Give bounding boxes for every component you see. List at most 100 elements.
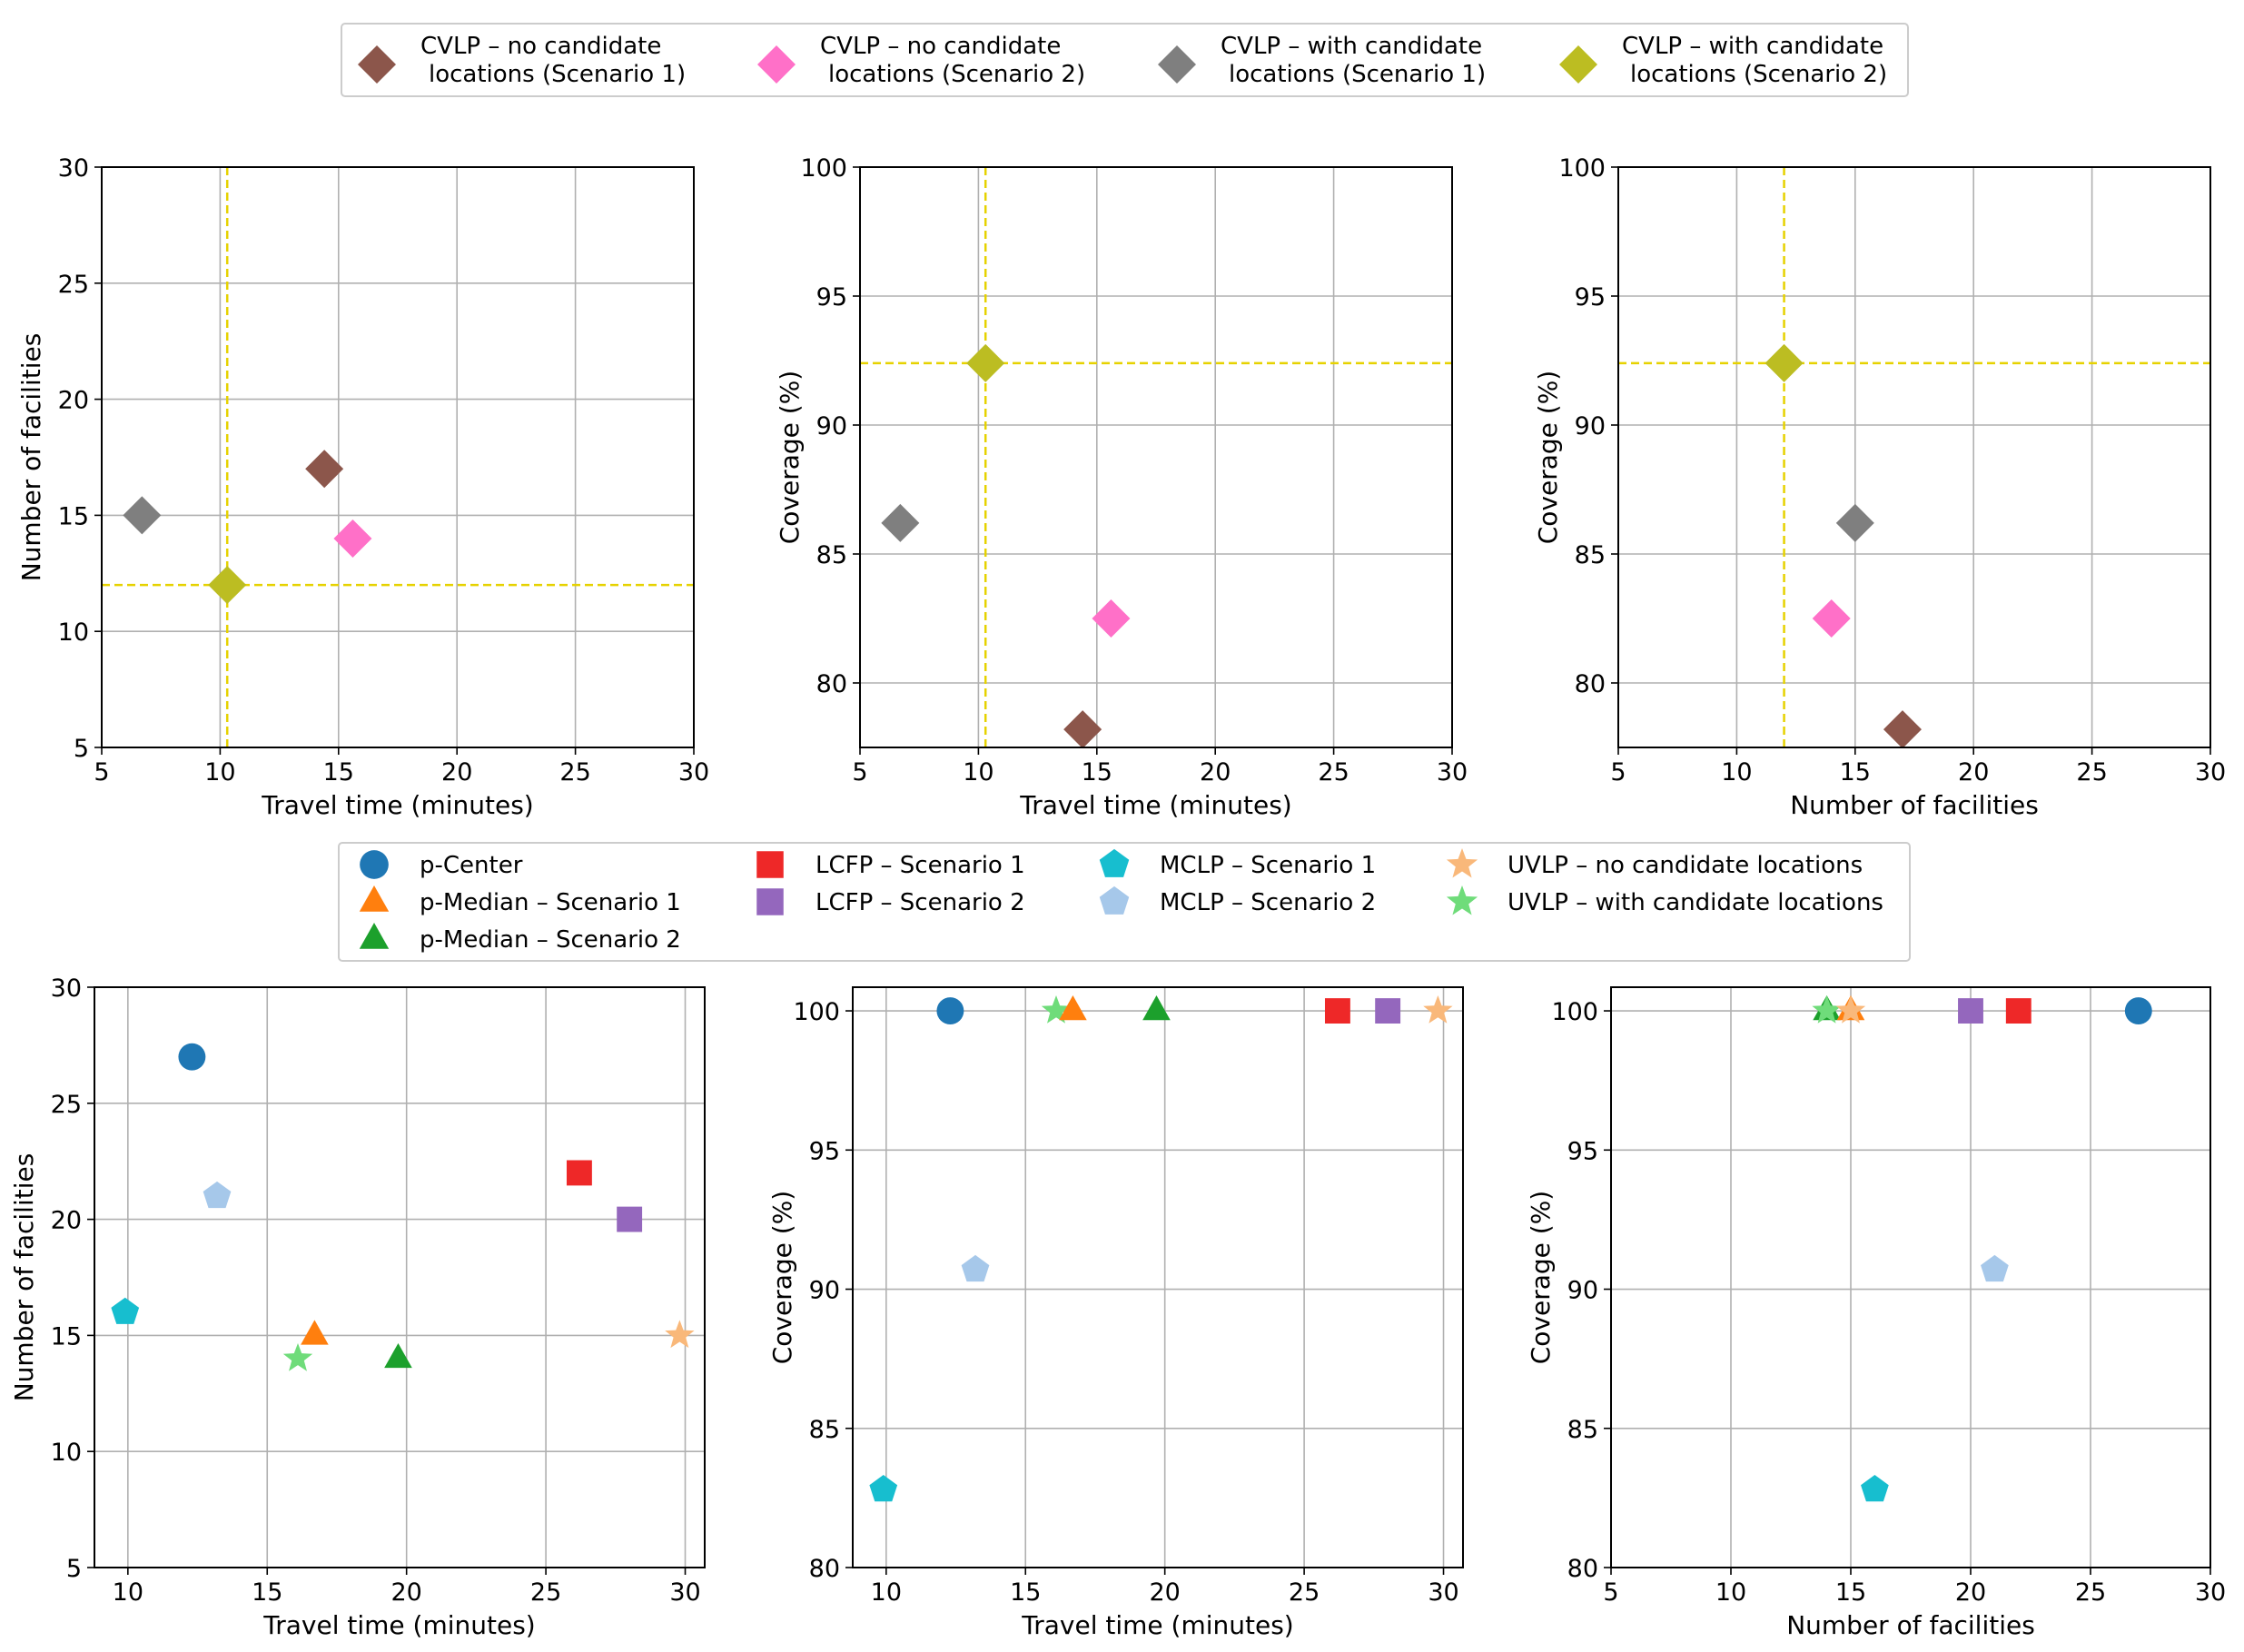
data-point-lcfp_s1 [1324,998,1350,1024]
y-tick-label: 90 [816,412,847,440]
x-axis-label: Travel time (minutes) [261,790,533,820]
data-point-lcfp_s2 [1375,998,1401,1024]
data-point-mclp_s1 [1861,1475,1889,1502]
x-tick-label: 10 [1715,1578,1746,1607]
x-tick-label: 10 [871,1578,902,1607]
legend-label-line1: CVLP – with candidate [1622,33,1883,60]
legend-bottom: p-Center p-Median – Scenario 1 p-Median – … [338,842,1911,962]
x-tick-label: 25 [2075,1578,2106,1607]
x-tick-label: 15 [1010,1578,1041,1607]
legend-label: p-Median – Scenario 2 [420,926,681,954]
x-tick-label: 20 [1149,1578,1180,1607]
y-tick-label: 85 [1575,541,1606,569]
data-point-lcfp_s1 [2005,998,2031,1024]
data-point-cvlp_nc_s2 [333,519,372,558]
data-point-cvlp_wc_s2 [1765,343,1804,382]
x-tick-label: 30 [1428,1578,1458,1607]
axes-frame [101,166,695,748]
y-tick-label: 100 [1558,154,1606,183]
y-axis-label: Coverage (%) [1533,371,1563,545]
y-tick-label: 30 [51,974,82,1003]
legend-marker-mclp_s2 [1099,885,1130,915]
legend-marker-pmedian_s1 [359,885,390,912]
x-tick-label: 30 [669,1578,700,1607]
y-axis-label: Number of facilities [9,1153,39,1402]
data-point-pmedian_s2 [1142,995,1171,1021]
chart-bottom-left: 10 15 20 25 30 5 10 15 20 25 30 Travel time (minute… [9,974,706,1640]
axes-frame [859,166,1453,748]
y-tick-label: 10 [58,618,89,647]
x-tick-label: 25 [1289,1578,1320,1607]
legend-label: p-Median – Scenario 1 [420,889,681,916]
legend-label: p-Center [420,852,523,879]
x-axis-label: Travel time (minutes) [1021,1610,1293,1640]
legend-label: MCLP – Scenario 2 [1160,889,1376,916]
legend-marker-mclp_s1 [1099,848,1130,877]
x-tick-label: 25 [559,758,590,786]
legend-label-line2: locations (Scenario 2) [828,61,1085,88]
y-tick-label: 100 [800,154,847,183]
legend-marker-cvlp_wc_s1 [1158,45,1196,84]
legend-marker-pmedian_s2 [359,923,390,949]
data-point-cvlp_nc_s1 [1883,710,1922,749]
legend-marker-uvlp_nc [1446,848,1478,878]
x-tick-label: 5 [94,758,109,786]
y-tick-label: 85 [816,541,847,569]
y-tick-label: 25 [58,271,89,299]
x-tick-label: 20 [1200,758,1231,786]
chart-top-right: 5 10 15 20 25 30 80 85 90 95 100 Number of faciliti… [1533,154,2226,820]
x-tick-label: 25 [530,1578,561,1607]
legend-label-line2: locations (Scenario 1) [1229,61,1486,88]
legend-label: LCFP – Scenario 1 [816,852,1025,879]
legend-label: UVLP – with candidate locations [1508,889,1883,916]
x-tick-label: 30 [678,758,709,786]
y-tick-label: 85 [809,1416,840,1444]
data-point-cvlp_wc_s1 [123,496,162,535]
data-point-mclp_s2 [203,1181,232,1209]
x-axis-label: Travel time (minutes) [1019,790,1291,820]
chart-bottom-right: 5 10 15 20 25 30 80 85 90 95 100 Number of faciliti… [1526,986,2226,1640]
x-tick-label: 15 [1082,758,1112,786]
data-point-pcenter [2124,997,2152,1025]
legend-marker-cvlp_nc_s1 [358,45,396,84]
y-tick-label: 80 [1575,670,1606,698]
legend-marker-lcfp_s2 [756,888,784,915]
y-tick-label: 80 [816,670,847,698]
data-point-lcfp_s2 [1958,998,1983,1024]
x-tick-label: 5 [852,758,867,786]
legend-label-line2: locations (Scenario 1) [429,61,686,88]
y-tick-label: 90 [1567,1277,1598,1305]
legend-label-line1: CVLP – no candidate [420,33,661,60]
x-tick-label: 10 [963,758,993,786]
data-point-mclp_s1 [111,1297,140,1324]
data-point-lcfp_s1 [566,1160,592,1186]
y-tick-label: 95 [1575,283,1606,312]
legend-marker-cvlp_wc_s2 [1559,45,1597,84]
y-tick-label: 20 [58,387,89,415]
y-tick-label: 15 [51,1322,82,1350]
x-tick-label: 30 [2195,758,2226,786]
legend-label: MCLP – Scenario 1 [1160,852,1376,879]
x-axis-label: Number of facilities [1786,1610,2035,1640]
data-point-pmedian_s2 [384,1342,412,1369]
x-tick-label: 15 [252,1578,282,1607]
x-tick-label: 20 [390,1578,421,1607]
y-tick-label: 5 [74,735,89,763]
y-axis-label: Coverage (%) [767,1191,797,1365]
data-point-mclp_s2 [961,1254,990,1282]
x-tick-label: 25 [1318,758,1349,786]
legend-label: UVLP – no candidate locations [1508,852,1863,879]
y-tick-label: 20 [51,1207,82,1235]
y-axis-label: Number of facilities [16,333,46,582]
x-axis-label: Number of facilities [1790,790,2039,820]
x-tick-label: 15 [323,758,354,786]
y-tick-label: 95 [816,283,847,312]
x-tick-label: 10 [204,758,235,786]
y-tick-label: 90 [809,1277,840,1305]
x-tick-label: 30 [2195,1578,2226,1607]
legend-marker-pcenter [360,850,389,879]
y-axis-label: Coverage (%) [1526,1191,1556,1365]
data-point-uvlp_wc [282,1342,313,1371]
